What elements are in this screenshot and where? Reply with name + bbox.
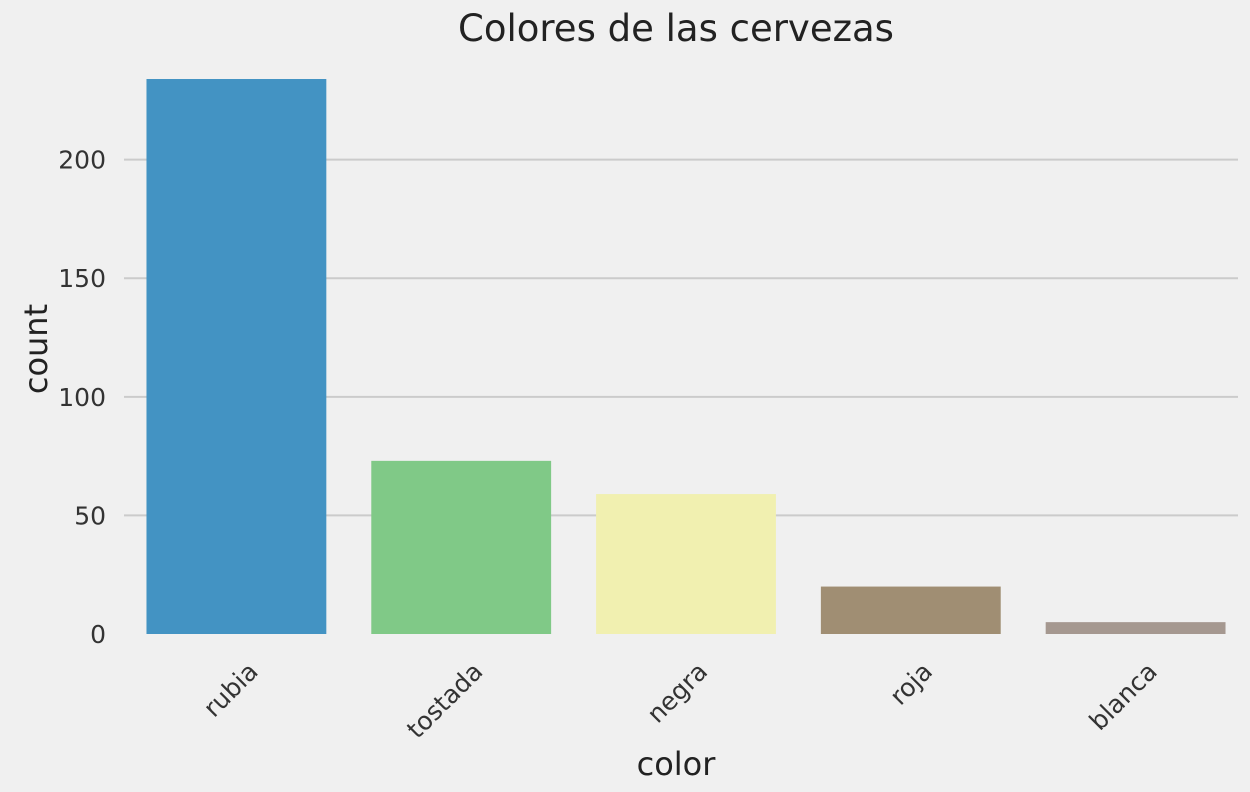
bar-blanca [1045,622,1226,634]
y-tick-labels: 0 50 100 150 200 [58,146,106,649]
bar-tostada [371,460,552,634]
bar-roja [820,586,1001,634]
bar-rubia [146,79,327,634]
chart-title: Colores de las cervezas [458,7,894,50]
y-tick-label: 0 [90,620,106,649]
y-axis-label: count [17,304,55,394]
y-tick-label: 150 [58,264,106,293]
y-tick-label: 200 [58,146,106,175]
y-tick-label: 50 [74,501,106,530]
x-axis-label: color [637,745,717,783]
bars [146,79,1226,634]
y-tick-label: 100 [58,383,106,412]
bar-negra [596,494,776,634]
